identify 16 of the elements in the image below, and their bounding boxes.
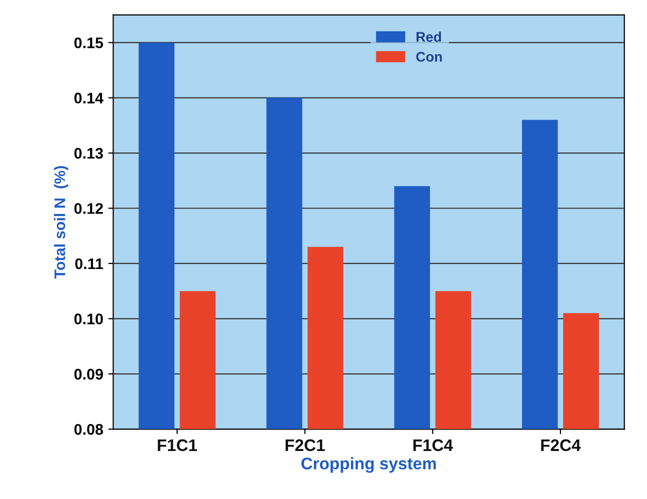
y-tick-label: 0.10 [74, 314, 103, 324]
y-tick-label: 0.12 [74, 203, 103, 214]
x-tick-label: F2C4 [541, 439, 581, 452]
x-tick-label: F2C1 [286, 439, 325, 452]
y-tick-label: 0.09 [74, 368, 103, 380]
y-tick-label: 0.08 [74, 424, 104, 435]
y-axis-title: Total soil N (%) [54, 166, 68, 279]
y-tick-label: 0.15 [74, 37, 104, 48]
x-axis-title: Cropping system [301, 457, 436, 473]
x-tick-label: F1C1 [158, 439, 198, 452]
legend-label: Con [416, 52, 442, 62]
legend-label: Red [416, 32, 441, 42]
x-tick-label: F1C4 [413, 439, 453, 452]
y-tick-label: 0.13 [74, 148, 103, 159]
y-tick-label: 0.11 [75, 258, 104, 270]
y-tick-label: 0.14 [74, 92, 104, 104]
